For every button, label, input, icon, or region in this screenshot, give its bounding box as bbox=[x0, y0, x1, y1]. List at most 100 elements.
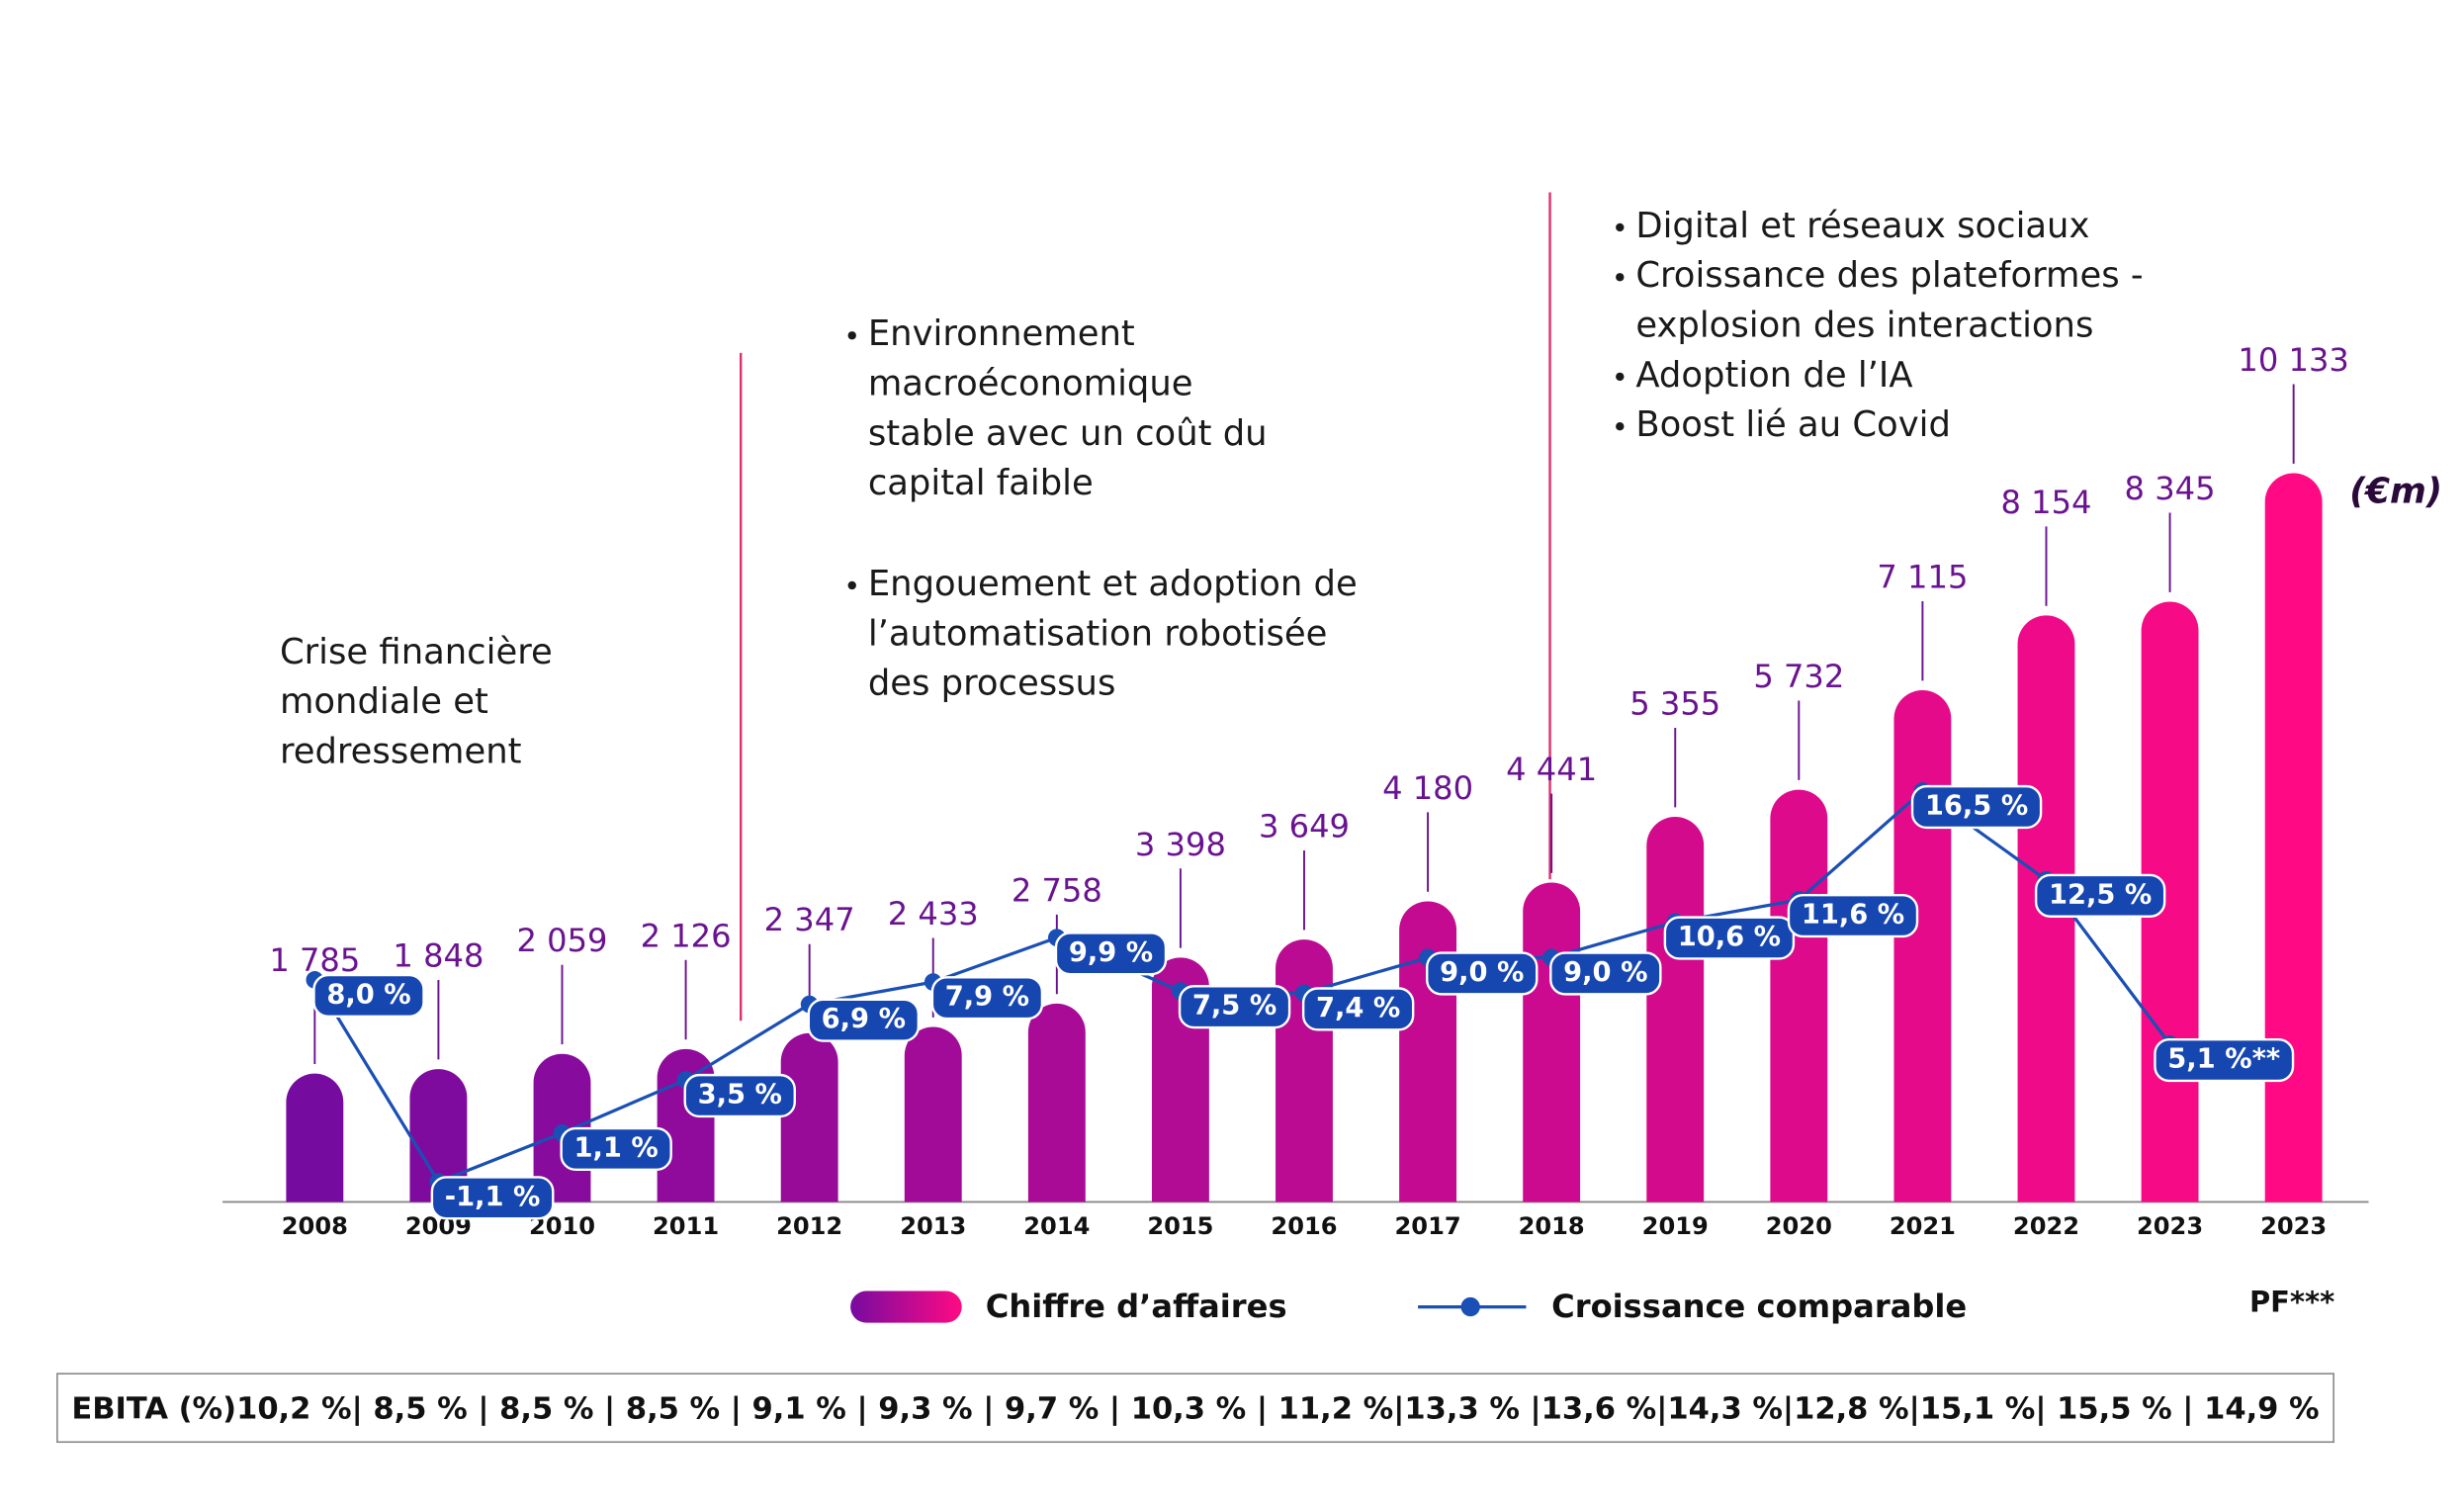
annotation: l’automatisation robotisée bbox=[868, 613, 1328, 654]
x-tick-label: 2021 bbox=[1890, 1212, 1956, 1240]
annotation: Boost lié au Covid bbox=[1635, 404, 1951, 445]
value-label: 2 059 bbox=[516, 922, 607, 959]
bullet bbox=[1616, 222, 1625, 232]
bullet bbox=[847, 331, 856, 340]
growth-label-bg bbox=[1787, 893, 1919, 938]
legend-label: Croissance comparable bbox=[1551, 1288, 1967, 1325]
growth-label-bg bbox=[430, 1176, 555, 1220]
annotation: Adoption de l’IA bbox=[1635, 355, 1912, 396]
growth-label: 7,5 % bbox=[1192, 991, 1276, 1022]
bar bbox=[1027, 1003, 1086, 1202]
legend-swatch bbox=[1460, 1296, 1480, 1317]
x-tick-label: 2018 bbox=[1519, 1212, 1585, 1240]
x-tick-label: 2015 bbox=[1147, 1212, 1213, 1240]
x-tick-label: 2013 bbox=[900, 1212, 966, 1240]
x-tick-label: 2023 bbox=[2260, 1212, 2327, 1240]
value-label: 3 398 bbox=[1135, 826, 1226, 863]
bar bbox=[1276, 939, 1333, 1202]
x-tick-label: 2017 bbox=[1395, 1212, 1461, 1240]
bar bbox=[1770, 789, 1828, 1202]
growth-label-bg bbox=[1910, 784, 2043, 830]
x-tick-label: 2020 bbox=[1766, 1212, 1832, 1240]
annotation: Crise financière bbox=[280, 632, 553, 672]
growth-label: 11,6 % bbox=[1802, 900, 1904, 931]
growth-label: 9,9 % bbox=[1069, 937, 1153, 968]
bullet bbox=[1616, 422, 1625, 431]
bullet bbox=[1616, 372, 1625, 382]
footer-box bbox=[56, 1373, 2334, 1444]
unit-label: (€m) bbox=[2349, 471, 2442, 511]
value-label: 7 115 bbox=[1877, 558, 1968, 595]
growth-label-bg bbox=[1178, 985, 1291, 1029]
growth-label-bg bbox=[1663, 916, 1796, 960]
growth-label: 9,0 % bbox=[1563, 957, 1647, 988]
bar bbox=[2264, 473, 2323, 1202]
x-tick-label: 2014 bbox=[1023, 1212, 1090, 1240]
value-label: 2 126 bbox=[641, 917, 732, 954]
annotation: stable avec un coût du bbox=[868, 413, 1268, 454]
growth-label-bg bbox=[560, 1126, 672, 1172]
bar bbox=[1523, 882, 1581, 1202]
annotation: Environnement bbox=[868, 313, 1135, 354]
legend-label: Chiffre d’affaires bbox=[986, 1288, 1287, 1325]
growth-label: 3,5 % bbox=[698, 1080, 782, 1111]
growth-label-bg bbox=[312, 973, 425, 1019]
growth-label-bg bbox=[1301, 987, 1415, 1031]
bar bbox=[286, 1073, 344, 1202]
bar bbox=[780, 1032, 838, 1202]
growth-label: 8,0 % bbox=[326, 979, 410, 1010]
value-label: 2 347 bbox=[764, 901, 855, 938]
growth-label-bg bbox=[1549, 951, 1662, 996]
growth-label-bg bbox=[2154, 1037, 2295, 1083]
x-tick-label: 2012 bbox=[776, 1212, 842, 1240]
x-tick-label: 2016 bbox=[1271, 1212, 1337, 1240]
growth-label: -1,1 % bbox=[445, 1182, 541, 1212]
x-tick-label: 2022 bbox=[2013, 1212, 2079, 1240]
annotation: mondiale et bbox=[280, 681, 488, 722]
bar bbox=[1893, 689, 1952, 1202]
growth-label-bg bbox=[1426, 951, 1539, 996]
x-tick-label: 2008 bbox=[282, 1212, 348, 1240]
annotation: redressement bbox=[280, 731, 522, 771]
value-label: 1 848 bbox=[393, 937, 484, 975]
value-label: 5 732 bbox=[1753, 658, 1844, 695]
value-label: 2 433 bbox=[888, 895, 979, 933]
growth-label: 16,5 % bbox=[1925, 791, 2028, 822]
value-label: 10 133 bbox=[2238, 341, 2348, 379]
annotation: Croissance des plateformes - bbox=[1635, 255, 2143, 296]
annotation: capital faible bbox=[868, 463, 1094, 503]
growth-label-bg bbox=[683, 1073, 796, 1118]
growth-label: 12,5 % bbox=[2049, 879, 2152, 910]
x-note: PF*** bbox=[2249, 1285, 2334, 1318]
growth-label: 9,0 % bbox=[1440, 957, 1524, 988]
value-label: 3 649 bbox=[1259, 808, 1350, 845]
growth-label-bg bbox=[807, 998, 921, 1042]
growth-label: 6,9 % bbox=[822, 1004, 906, 1034]
x-tick-label: 2011 bbox=[653, 1212, 719, 1240]
growth-label: 1,1 % bbox=[574, 1132, 659, 1163]
value-label: 8 345 bbox=[2125, 470, 2216, 507]
annotation: Digital et réseaux sociaux bbox=[1635, 206, 2089, 246]
growth-label: 10,6 % bbox=[1678, 922, 1781, 952]
annotation: macroéconomique bbox=[868, 364, 1193, 404]
bullet bbox=[1616, 273, 1625, 282]
growth-label: 7,4 % bbox=[1316, 993, 1400, 1023]
bullet bbox=[847, 580, 856, 590]
bar bbox=[1646, 816, 1705, 1202]
bar bbox=[1399, 901, 1457, 1202]
value-label: 2 758 bbox=[1012, 871, 1102, 909]
x-tick-label: 2023 bbox=[2137, 1212, 2203, 1240]
value-label: 4 180 bbox=[1382, 769, 1473, 807]
growth-label-bg bbox=[1054, 932, 1168, 976]
bar bbox=[409, 1069, 468, 1202]
growth-label-bg bbox=[930, 976, 1044, 1021]
value-label: 4 441 bbox=[1506, 751, 1597, 788]
footer: EBITA (%)10,2 %| 8,5 % | 8,5 % | 8,5 % |… bbox=[71, 1392, 2319, 1427]
growth-label: 5,1 %** bbox=[2167, 1044, 2280, 1075]
annotation: explosion des interactions bbox=[1635, 306, 2093, 346]
annotation: des processus bbox=[868, 664, 1116, 704]
x-tick-label: 2019 bbox=[1642, 1212, 1709, 1240]
growth-label: 7,9 % bbox=[945, 982, 1029, 1013]
value-label: 5 355 bbox=[1629, 684, 1720, 722]
